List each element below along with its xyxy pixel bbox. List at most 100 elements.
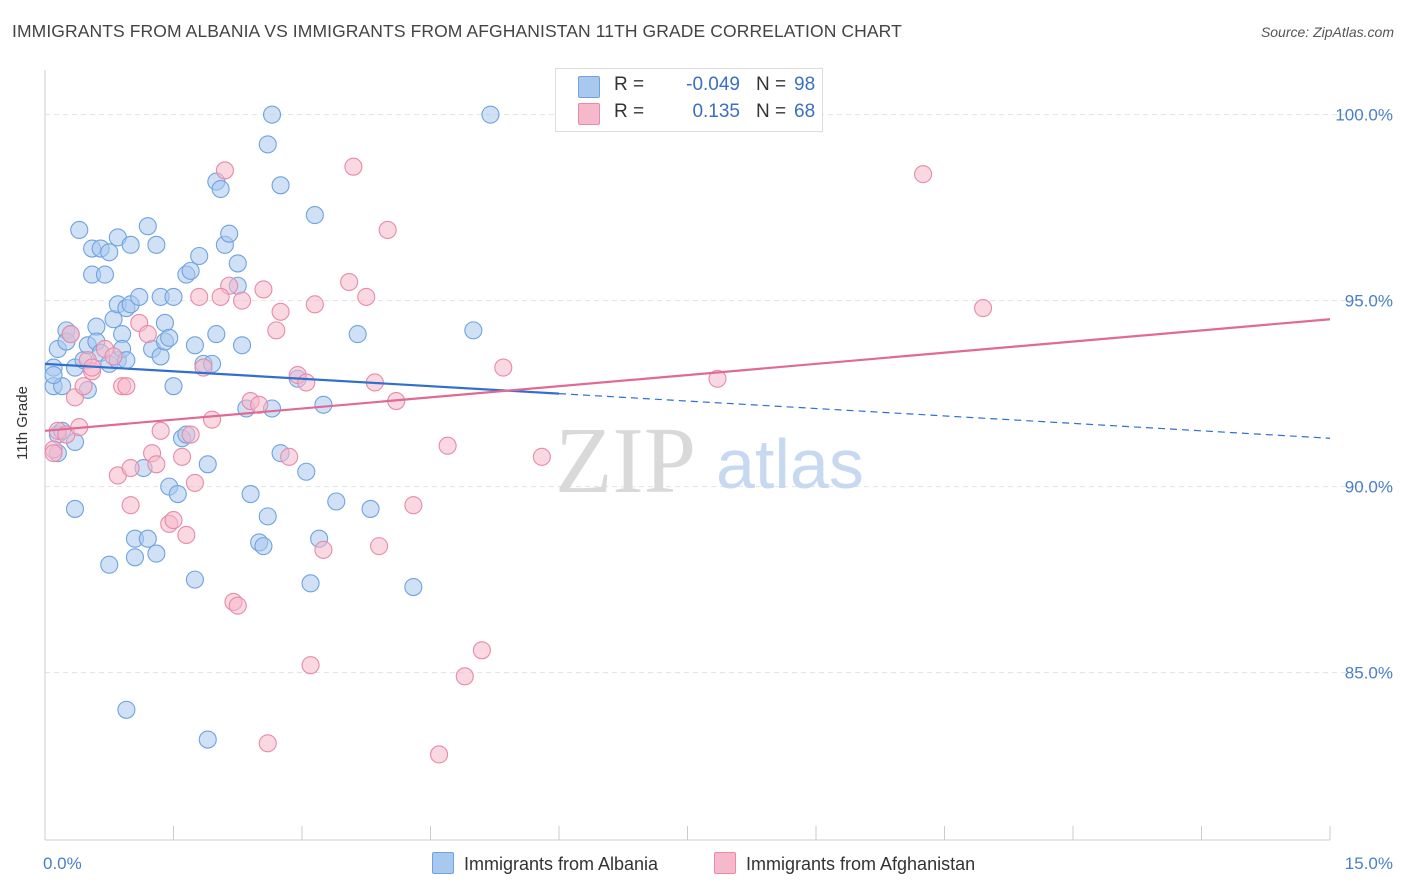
legend-swatch-afghanistan <box>578 103 600 125</box>
albania-point <box>168 485 187 504</box>
afghanistan-point <box>267 321 286 340</box>
afghanistan-point <box>494 358 513 377</box>
albania-point <box>327 492 346 511</box>
albania-point <box>297 462 316 481</box>
albania-point <box>207 325 226 344</box>
watermark-atlas: atlas <box>716 425 864 503</box>
afghanistan-point <box>404 496 423 515</box>
albania-point <box>151 347 170 366</box>
y-tick-label: 95.0% <box>1345 292 1393 311</box>
albania-point <box>211 179 230 199</box>
albania-point <box>220 224 239 243</box>
afghanistan-point <box>378 220 397 240</box>
y-tick-label: 85.0% <box>1345 664 1393 683</box>
albania-point <box>65 499 85 518</box>
x-tick-label: 15.0% <box>1345 854 1393 873</box>
afghanistan-point <box>190 287 209 306</box>
afghanistan-point <box>271 302 290 321</box>
afghanistan-point <box>228 596 247 615</box>
afghanistan-point <box>121 458 140 478</box>
albania-point <box>100 243 119 262</box>
albania-point <box>70 220 89 240</box>
legend-r-label: R = <box>614 101 645 122</box>
chart-title: IMMIGRANTS FROM ALBANIA VS IMMIGRANTS FR… <box>12 21 902 41</box>
afghanistan-point <box>301 656 320 675</box>
legend-n-label: N = <box>756 74 787 95</box>
bottom-legend-label-albania: Immigrants from Albania <box>464 854 659 874</box>
afghanistan-point <box>138 325 157 344</box>
afghanistan-point <box>164 511 183 530</box>
afghanistan-point <box>232 291 252 310</box>
afghanistan-point <box>117 377 136 396</box>
legend: R = -0.049 N = 98 R = 0.135 N = 68 <box>555 68 823 132</box>
albania-point <box>301 574 320 593</box>
albania-point <box>404 578 423 597</box>
albania-point <box>155 313 174 332</box>
afghanistan-trend-line <box>44 318 1331 432</box>
albania-point <box>361 499 380 518</box>
afghanistan-point <box>280 447 299 466</box>
afghanistan-point <box>314 540 333 559</box>
afghanistan-point <box>151 421 170 440</box>
watermark: ZIP atlas <box>555 409 864 513</box>
legend-r-value: 0.135 <box>692 101 740 122</box>
albania-point <box>228 254 247 273</box>
albania-point <box>262 105 282 124</box>
albania-point <box>185 570 204 589</box>
afghanistan-point <box>44 444 63 463</box>
bottom-legend-albania: Immigrants from Albania <box>432 852 658 875</box>
albania-point <box>464 321 483 340</box>
afghanistan-point <box>215 161 234 180</box>
afghanistan-point <box>203 410 222 429</box>
bottom-legend-label-afghanistan: Immigrants from Afghanistan <box>746 854 976 874</box>
afghanistan-point <box>914 165 933 184</box>
legend-n-value: 98 <box>794 74 816 95</box>
afghanistan-point <box>173 447 192 466</box>
bottom-legend-swatch-albania <box>432 852 454 874</box>
afghanistan-point <box>305 295 324 314</box>
albania-point <box>181 261 200 280</box>
watermark-zip: ZIP <box>555 409 696 513</box>
albania-point <box>121 235 140 254</box>
albania-point <box>130 287 149 306</box>
albania-point <box>314 395 333 414</box>
y-tick-label: 90.0% <box>1345 478 1393 497</box>
albania-trend-line <box>44 362 560 395</box>
afghanistan-point <box>297 373 316 392</box>
legend-swatch-albania <box>578 76 600 98</box>
afghanistan-point <box>74 377 93 396</box>
afghanistan-point <box>455 667 474 686</box>
legend-n-label: N = <box>756 101 787 122</box>
afghanistan-point <box>708 369 727 388</box>
data-points <box>44 105 993 764</box>
afghanistan-point <box>438 436 457 455</box>
albania-point <box>117 700 136 719</box>
afghanistan-point <box>61 325 80 344</box>
y-axis-label: 11th Grade <box>14 386 31 460</box>
afghanistan-point <box>973 299 993 318</box>
albania-point <box>95 265 115 284</box>
bottom-legend-swatch-afghanistan <box>714 852 736 874</box>
x-tick-labels: 0.0% 15.0% <box>43 854 1393 873</box>
albania-point <box>232 336 252 355</box>
afghanistan-point <box>211 287 230 306</box>
afghanistan-point <box>258 734 277 753</box>
afghanistan-point <box>104 347 123 366</box>
x-tick-label: 0.0% <box>43 854 82 873</box>
afghanistan-point <box>472 641 491 660</box>
albania-point <box>160 328 179 347</box>
albania-point <box>198 730 217 749</box>
afghanistan-point <box>181 425 200 444</box>
albania-point <box>271 176 290 195</box>
afghanistan-point <box>532 447 551 466</box>
afghanistan-point <box>177 525 196 545</box>
albania-point <box>348 325 367 344</box>
afghanistan-point <box>340 272 359 292</box>
albania-point <box>100 555 119 574</box>
afghanistan-point <box>121 496 140 515</box>
afghanistan-point <box>430 745 449 764</box>
albania-point <box>164 287 183 306</box>
albania-point <box>190 246 209 266</box>
albania-point <box>481 105 500 124</box>
legend-r-value: -0.049 <box>686 74 740 95</box>
